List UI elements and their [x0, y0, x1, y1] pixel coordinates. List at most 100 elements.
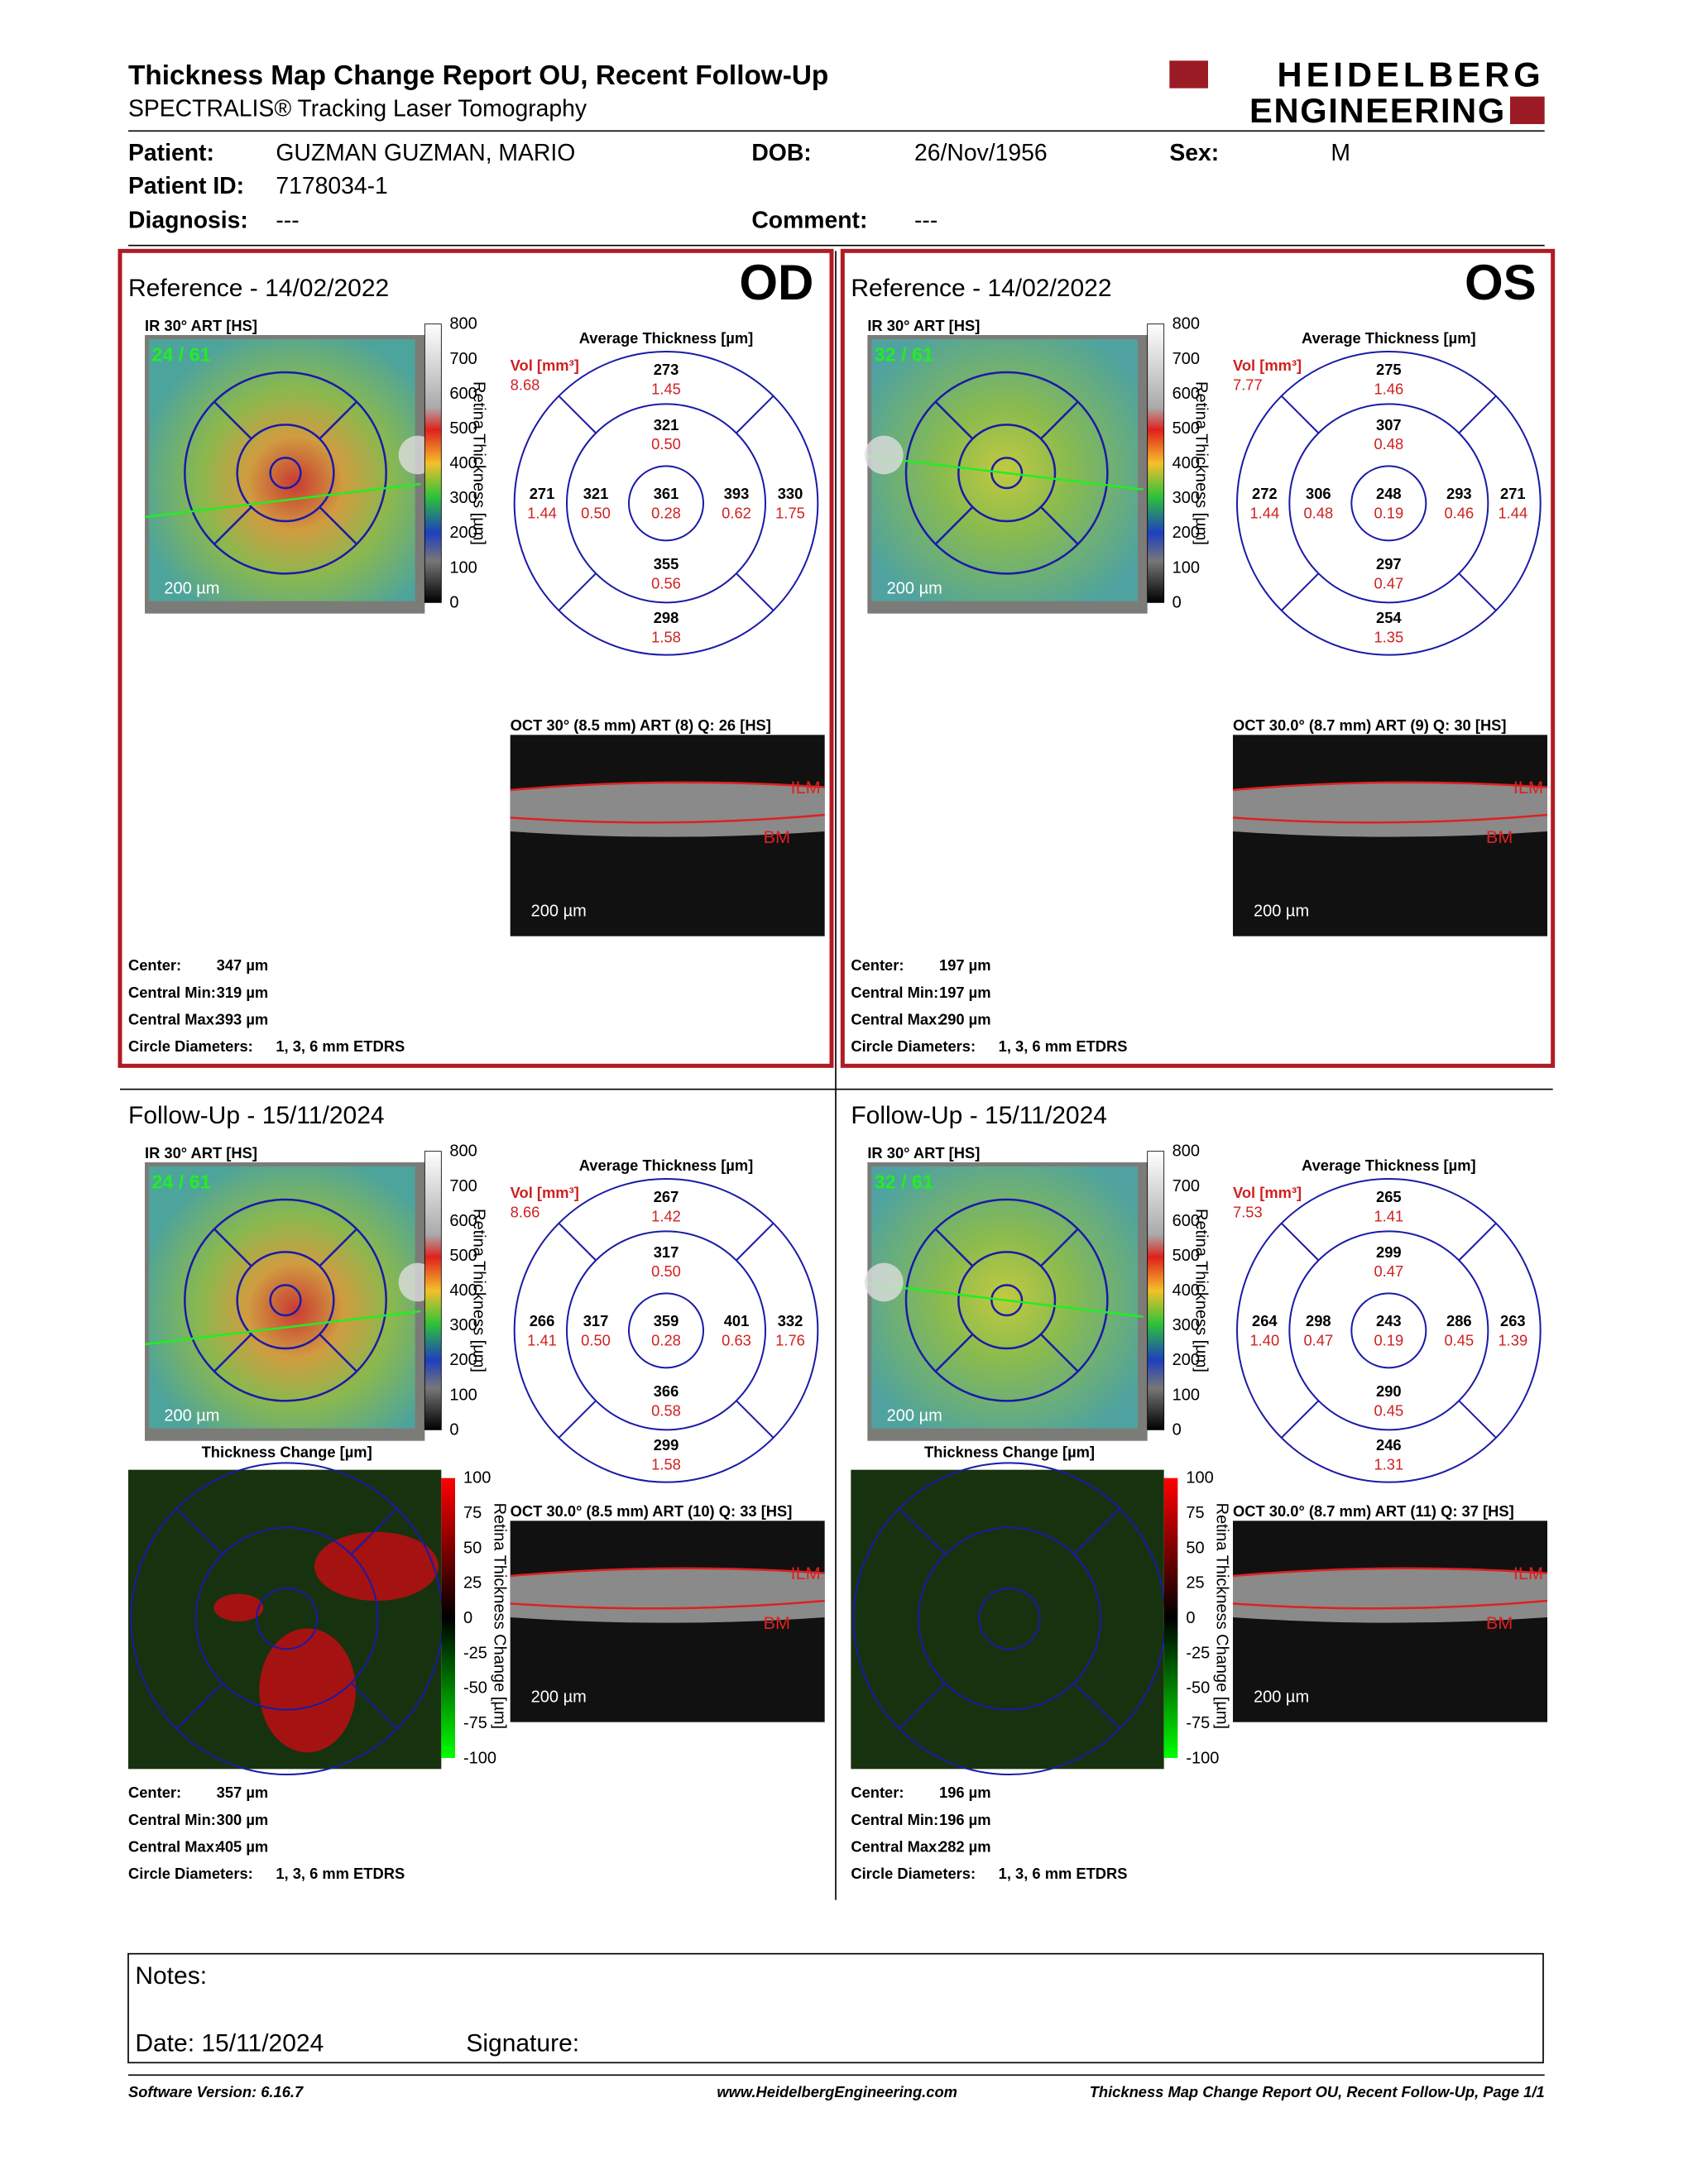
notes-signature: Signature:	[466, 2030, 579, 2057]
sector-thickness: 266	[530, 1312, 555, 1329]
stat-label: Central Max:	[851, 1011, 942, 1028]
colorbar-tick: 100	[1172, 558, 1200, 577]
sector-volume: 0.56	[651, 575, 681, 592]
etdrs-ring	[269, 457, 302, 490]
etdrs-ring	[194, 1526, 379, 1711]
logo-block	[1510, 96, 1545, 124]
sector-volume: 0.45	[1444, 1332, 1474, 1349]
etdrs-ring	[184, 1198, 387, 1402]
colorbar-label: Retina Thickness [µm]	[1192, 1209, 1211, 1372]
colorbar-tick: 800	[1172, 1142, 1200, 1161]
etdrs-spoke	[175, 1507, 223, 1555]
label: DOB:	[751, 140, 811, 166]
etdrs-ring	[566, 403, 766, 604]
sector-thickness: 271	[1500, 485, 1526, 502]
etdrs-spoke	[558, 1222, 597, 1262]
stat-label: Central Max:	[128, 1011, 219, 1028]
image-label: IR 30° ART [HS]	[867, 1144, 980, 1161]
change-title: Thickness Change [µm]	[202, 1444, 372, 1461]
sector-volume: 1.46	[1374, 381, 1403, 398]
colorbar-tick: 300	[1172, 489, 1200, 507]
etdrs-spoke	[319, 1334, 357, 1372]
stat-value: 347 µm	[217, 956, 269, 974]
oct-ilm-label: ILM	[791, 1563, 821, 1583]
sector-thickness: 306	[1306, 485, 1331, 502]
sector-thickness: 321	[654, 416, 679, 433]
sector-thickness: 275	[1376, 361, 1402, 378]
sector-thickness: 271	[530, 485, 555, 502]
colorbar-tick: 400	[1172, 1281, 1200, 1300]
stat-value: 282 µm	[939, 1837, 991, 1855]
etdrs-spoke	[934, 506, 974, 545]
colorbar-tick: 400	[449, 1281, 477, 1300]
oct-bm-label: BM	[1486, 1612, 1513, 1633]
etdrs-title: Average Thickness [µm]	[579, 1157, 754, 1174]
change-tick: 50	[463, 1539, 482, 1557]
etdrs-spoke	[319, 400, 357, 440]
colorbar-tick: 200	[449, 524, 477, 542]
stat-value: 196 µm	[939, 1811, 991, 1828]
notes-box	[127, 1952, 1544, 2064]
etdrs-spoke	[213, 400, 252, 440]
sector-thickness: 393	[724, 485, 750, 502]
value: 7178034-1	[276, 173, 387, 199]
oct-ilm	[1232, 781, 1548, 792]
footer-text: www.HeidelbergEngineering.com	[717, 2083, 957, 2100]
stat-value: 1, 3, 6 mm ETDRS	[999, 1865, 1128, 1882]
vol-value: 7.77	[1233, 376, 1263, 394]
etdrs-ring	[1236, 1178, 1542, 1483]
stat-label: Central Min:	[128, 1811, 216, 1828]
sector-thickness: 297	[1376, 555, 1402, 572]
etdrs-ring	[1350, 465, 1427, 542]
oct-retina	[510, 1568, 825, 1623]
colorbar-tick: 200	[449, 1351, 477, 1369]
sector-thickness: 246	[1376, 1436, 1402, 1454]
change-tick: 0	[1186, 1609, 1195, 1627]
stat-label: Central Min:	[128, 984, 216, 1001]
colorbar-tick: 800	[449, 315, 477, 333]
fundus-overlay: 32 / 61	[875, 1171, 933, 1192]
etdrs-spoke	[736, 1400, 774, 1439]
sector-volume: 1.44	[1249, 505, 1279, 522]
change-tick: 0	[463, 1609, 472, 1627]
sector-volume: 1.75	[775, 505, 805, 522]
etdrs-ring	[904, 371, 1109, 575]
etdrs-spoke	[558, 1400, 597, 1439]
sector-thickness: 299	[654, 1436, 679, 1454]
stat-value: 196 µm	[939, 1784, 991, 1801]
colorbar-tick: 400	[449, 454, 477, 472]
change-colorbar	[1163, 1478, 1178, 1758]
sector-thickness: 293	[1446, 485, 1472, 502]
etdrs-spoke	[1073, 1507, 1120, 1555]
stat-label: Center:	[128, 956, 181, 974]
oct-scale: 200 µm	[1254, 1688, 1309, 1707]
etdrs-ring	[566, 1230, 766, 1431]
oct-bm-label: BM	[764, 826, 790, 847]
etdrs-ring	[236, 1251, 335, 1350]
sector-volume: 1.39	[1498, 1332, 1527, 1349]
sector-volume: 0.63	[722, 1332, 751, 1349]
logo: HEIDELBERG	[1278, 55, 1545, 94]
etdrs-spoke	[350, 1507, 398, 1555]
stat-label: Center:	[851, 956, 904, 974]
sector-volume: 0.50	[651, 1262, 681, 1280]
sector-volume: 1.45	[651, 381, 681, 398]
etdrs-ring	[256, 1588, 319, 1650]
sector-thickness: 263	[1500, 1312, 1526, 1329]
change-title: Thickness Change [µm]	[924, 1444, 1095, 1461]
change-map	[851, 1469, 1164, 1770]
etdrs-spoke	[934, 400, 974, 440]
stat-value: 357 µm	[217, 1784, 269, 1801]
sector-volume: 1.44	[1498, 505, 1527, 522]
sector-volume: 0.28	[651, 1332, 681, 1349]
oct-ilm-label: ILM	[1513, 777, 1543, 797]
sector-thickness: 330	[778, 485, 803, 502]
value: GUZMAN GUZMAN, MARIO	[276, 140, 575, 166]
stat-label: Central Max:	[851, 1837, 942, 1855]
sector-volume: 0.47	[1303, 1332, 1333, 1349]
sector-thickness: 332	[778, 1312, 803, 1329]
sector-thickness: 264	[1252, 1312, 1278, 1329]
sector-volume: 0.45	[1374, 1402, 1403, 1420]
title: Thickness Map Change Report OU, Recent F…	[128, 60, 828, 91]
